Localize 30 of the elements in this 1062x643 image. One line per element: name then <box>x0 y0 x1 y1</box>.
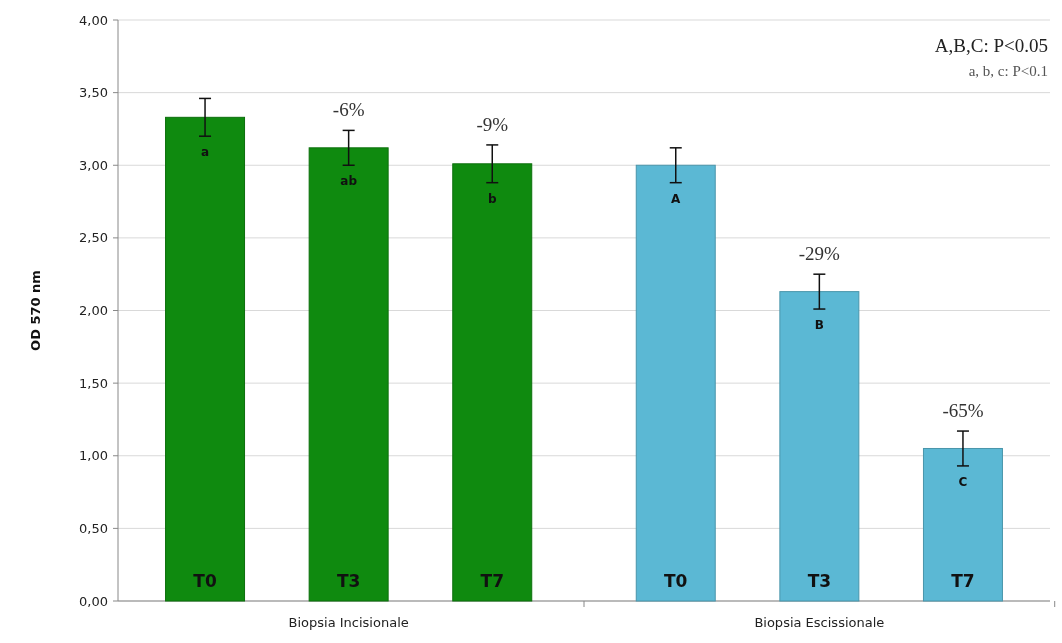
text: T7 <box>951 571 975 591</box>
annotation: ab <box>340 174 358 189</box>
y-tick-label: 3,50 <box>79 85 108 101</box>
x-tick-label: Biopsia Incisionale <box>288 615 409 630</box>
annotation: A <box>671 191 682 206</box>
y-tick-label: 2,50 <box>79 230 108 246</box>
y-tick-label: 2,00 <box>79 303 108 319</box>
annotation: -9% <box>476 113 509 135</box>
annotation: C <box>958 474 968 489</box>
annotation: -65% <box>942 400 984 422</box>
text: T3 <box>807 571 832 591</box>
annotation: A,B,C: P<0.05 <box>934 35 1048 56</box>
annotation: a, b, c: P<0.1 <box>968 63 1048 79</box>
annotation: -6% <box>332 99 365 121</box>
series-label: T0 <box>193 571 217 591</box>
y-tick-label: 1,00 <box>79 448 108 464</box>
text: T0 <box>664 571 688 591</box>
series-label: T7 <box>480 571 504 591</box>
y-axis-title: OD 570 nm <box>28 270 43 351</box>
annotation: -29% <box>798 243 841 265</box>
y-tick-label: 4,00 <box>79 12 108 28</box>
x-tick-label: Biopsia Escissionale <box>754 615 885 630</box>
series-label: T3 <box>336 571 361 591</box>
y-tick-label: 3,00 <box>79 157 108 173</box>
y-tick-label: 0,50 <box>79 520 108 536</box>
annotation: a <box>200 145 210 160</box>
annotation: b <box>487 191 497 206</box>
y-tick-label: 1,50 <box>79 375 108 391</box>
annotation: B <box>814 318 824 333</box>
y-tick-label: 0,00 <box>79 593 108 609</box>
